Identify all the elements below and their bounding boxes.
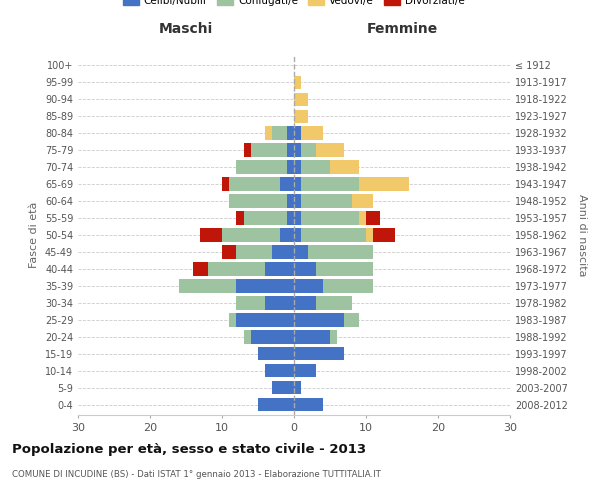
Bar [316,296,352,310]
Bar [272,381,294,394]
Text: Maschi: Maschi [159,22,213,36]
Bar [236,246,272,258]
Bar [222,228,280,241]
Y-axis label: Anni di nascita: Anni di nascita [577,194,587,276]
Bar [308,246,373,258]
Bar [294,262,316,276]
Bar [236,212,244,224]
Bar [236,296,265,310]
Bar [251,144,287,156]
Bar [229,314,236,326]
Bar [294,178,301,190]
Legend: Celibi/Nubili, Coniugati/e, Vedovi/e, Divorziati/e: Celibi/Nubili, Coniugati/e, Vedovi/e, Di… [119,0,469,10]
Bar [294,347,344,360]
Bar [179,280,236,292]
Bar [294,126,301,140]
Bar [294,330,330,344]
Bar [265,262,294,276]
Bar [287,212,294,224]
Bar [200,228,222,241]
Bar [280,228,294,241]
Bar [222,246,236,258]
Bar [301,178,359,190]
Bar [344,314,359,326]
Bar [287,194,294,207]
Bar [229,194,287,207]
Bar [294,228,301,241]
Bar [359,212,366,224]
Text: COMUNE DI INCUDINE (BS) - Dati ISTAT 1° gennaio 2013 - Elaborazione TUTTITALIA.I: COMUNE DI INCUDINE (BS) - Dati ISTAT 1° … [12,470,381,479]
Bar [287,126,294,140]
Bar [229,178,280,190]
Bar [294,212,301,224]
Bar [330,160,359,173]
Bar [316,144,344,156]
Text: Femmine: Femmine [367,22,437,36]
Bar [222,178,229,190]
Bar [272,126,287,140]
Bar [251,330,294,344]
Bar [265,364,294,378]
Bar [294,144,301,156]
Bar [294,110,308,123]
Bar [301,144,316,156]
Bar [287,160,294,173]
Bar [294,160,301,173]
Bar [294,280,323,292]
Bar [316,262,373,276]
Bar [208,262,265,276]
Bar [236,314,294,326]
Bar [301,126,323,140]
Bar [323,280,373,292]
Bar [236,280,294,292]
Bar [236,160,287,173]
Bar [301,212,359,224]
Bar [258,398,294,411]
Bar [294,246,308,258]
Bar [265,296,294,310]
Bar [366,228,373,241]
Text: Popolazione per età, sesso e stato civile - 2013: Popolazione per età, sesso e stato civil… [12,442,366,456]
Bar [294,296,316,310]
Bar [301,194,352,207]
Bar [258,347,294,360]
Bar [330,330,337,344]
Bar [294,364,316,378]
Bar [294,76,301,89]
Bar [244,212,287,224]
Bar [193,262,208,276]
Bar [294,194,301,207]
Bar [244,144,251,156]
Bar [244,330,251,344]
Bar [272,246,294,258]
Bar [366,212,380,224]
Bar [294,314,344,326]
Bar [301,228,366,241]
Bar [301,160,330,173]
Bar [294,398,323,411]
Y-axis label: Fasce di età: Fasce di età [29,202,39,268]
Bar [373,228,395,241]
Bar [280,178,294,190]
Bar [359,178,409,190]
Bar [265,126,272,140]
Bar [287,144,294,156]
Bar [294,92,308,106]
Bar [294,381,301,394]
Bar [352,194,373,207]
